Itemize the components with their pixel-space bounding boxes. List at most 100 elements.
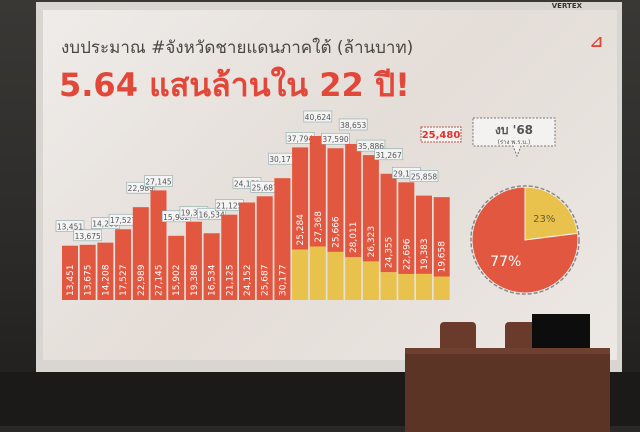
bar-value-label: 24,355 bbox=[385, 237, 395, 269]
total-label-box bbox=[144, 175, 173, 187]
bar-segment-red bbox=[398, 182, 415, 274]
total-label: 25,858 bbox=[411, 173, 437, 182]
chair bbox=[440, 322, 476, 350]
logo: ⊿ bbox=[589, 32, 603, 51]
total-label-box bbox=[303, 110, 333, 123]
bar-segment-red bbox=[203, 233, 220, 300]
total-label: 37,590 bbox=[322, 135, 348, 144]
pie-slice bbox=[471, 186, 579, 294]
bar-value-label: 27,145 bbox=[155, 265, 165, 297]
bar-segment-red bbox=[309, 136, 326, 247]
total-label: 16,534 bbox=[198, 210, 224, 219]
total-label: 15,902 bbox=[163, 213, 189, 222]
total-label: 38,653 bbox=[340, 121, 366, 130]
highlight-box bbox=[420, 126, 462, 143]
total-label-box bbox=[197, 207, 226, 220]
bar-segment-yellow bbox=[398, 273, 415, 300]
pie-slice-label: 23% bbox=[533, 214, 555, 225]
slide-title: งบประมาณ #จังหวัดชายแดนภาคใต้ (ล้านบาท) bbox=[61, 38, 414, 58]
bar-segment-red bbox=[168, 235, 185, 300]
total-label: 13,451 bbox=[57, 223, 83, 232]
total-label: 37,794 bbox=[287, 134, 313, 143]
bar-value-label: 27,368 bbox=[314, 211, 324, 243]
total-label-box bbox=[55, 220, 85, 232]
bar-value-label: 25,666 bbox=[332, 216, 342, 248]
total-label-box bbox=[356, 139, 386, 152]
bar-value-label: 24,152 bbox=[243, 265, 253, 297]
pie-callout bbox=[472, 117, 556, 158]
highlight-label: 25,480 bbox=[422, 130, 461, 141]
bar-segment-red bbox=[221, 214, 238, 300]
bar-segment-yellow bbox=[362, 261, 379, 300]
bar-segment-yellow bbox=[433, 276, 450, 300]
bar-segment-red bbox=[256, 196, 273, 300]
bar-segment-red bbox=[327, 148, 344, 252]
bar-segment-red bbox=[292, 147, 309, 250]
pie-slice-label: 77% bbox=[490, 254, 521, 270]
bar-value-label: 26,323 bbox=[367, 226, 377, 258]
bar-segment-yellow bbox=[292, 249, 309, 300]
bar-value-label: 13,451 bbox=[66, 265, 76, 297]
total-label: 14,208 bbox=[92, 220, 118, 229]
total-label-box bbox=[126, 181, 156, 194]
total-label: 29,147 bbox=[393, 169, 419, 178]
bar-segment-yellow bbox=[380, 272, 397, 300]
total-label: 13,675 bbox=[75, 232, 101, 241]
slide: งบประมาณ #จังหวัดชายแดนภาคใต้ (ล้านบาท) … bbox=[43, 10, 617, 360]
total-label: 27,145 bbox=[145, 177, 171, 186]
bar-segment-red bbox=[362, 155, 379, 262]
bar-segment-red bbox=[239, 202, 255, 300]
total-label-box bbox=[409, 170, 439, 182]
total-label: 21,125 bbox=[216, 202, 242, 211]
total-label: 40,624 bbox=[305, 113, 331, 122]
bar-segment-red bbox=[380, 173, 397, 273]
bar-segment-yellow bbox=[309, 246, 326, 300]
bar-value-label: 21,125 bbox=[225, 265, 235, 297]
bar-value-label: 19,383 bbox=[420, 238, 430, 270]
slide-headline: 5.64 แสนล้านใน 22 ปี! bbox=[59, 66, 410, 104]
bar-value-label: 19,388 bbox=[190, 264, 200, 296]
bar-segment-red bbox=[97, 242, 114, 300]
bar-segment-yellow bbox=[345, 257, 362, 300]
bar-value-label: 28,011 bbox=[349, 222, 359, 254]
bar-segment-red bbox=[433, 197, 450, 277]
pie-subtitle: (ร่าง พ.ร.บ.) bbox=[498, 139, 531, 146]
bar-value-label: 16,534 bbox=[208, 264, 218, 296]
bar-value-label: 22,696 bbox=[402, 238, 412, 270]
bar-segment-red bbox=[79, 244, 96, 300]
total-label: 24,152 bbox=[234, 179, 260, 188]
total-label: 19,388 bbox=[181, 209, 207, 218]
bar-segment-yellow bbox=[416, 273, 432, 300]
total-label: 25,687 bbox=[252, 183, 278, 192]
budget-chart: 13,45113,45113,67513,67514,20814,20817,5… bbox=[55, 110, 580, 300]
total-label: 31,267 bbox=[375, 151, 401, 160]
bar-segment-red bbox=[345, 143, 362, 258]
bar-segment-red bbox=[62, 245, 78, 300]
total-label: 22,989 bbox=[128, 184, 154, 193]
bar-value-label: 14,208 bbox=[101, 264, 111, 296]
projector-brand: VERTEX bbox=[551, 2, 582, 10]
total-label-box bbox=[73, 229, 103, 242]
bar-segment-red bbox=[132, 207, 149, 300]
pie-title: งบ '68 bbox=[495, 123, 533, 137]
bar-value-label: 19,658 bbox=[438, 241, 448, 273]
bar-value-label: 30,177 bbox=[278, 265, 288, 297]
pie-outline bbox=[470, 185, 580, 295]
bar-segment-yellow bbox=[327, 251, 344, 300]
bar-segment-red bbox=[115, 229, 132, 300]
total-label-box bbox=[374, 148, 403, 161]
total-label: 30,177 bbox=[269, 155, 295, 164]
bar-segment-red bbox=[416, 195, 432, 274]
podium bbox=[405, 348, 610, 432]
bar-value-label: 17,527 bbox=[119, 265, 129, 297]
monitor bbox=[532, 314, 590, 350]
bar-segment-red bbox=[185, 221, 202, 300]
pie-slice bbox=[524, 186, 579, 241]
total-label-box bbox=[321, 132, 350, 145]
bar-value-label: 25,284 bbox=[296, 214, 306, 246]
bar-segment-red bbox=[274, 178, 291, 300]
bar-value-label: 25,687 bbox=[261, 265, 271, 297]
total-label: 35,886 bbox=[358, 142, 384, 151]
total-label-box bbox=[338, 118, 368, 131]
bar-value-label: 15,902 bbox=[172, 265, 182, 297]
